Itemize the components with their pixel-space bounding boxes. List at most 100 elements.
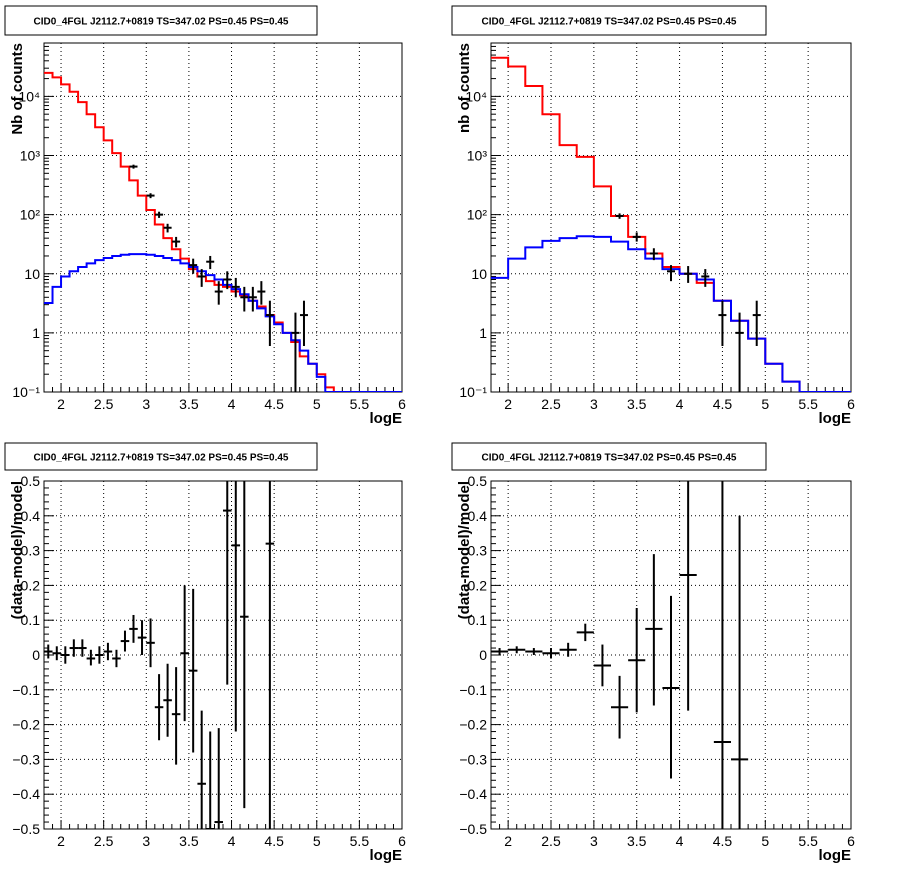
x-axis-label: logE xyxy=(819,847,852,864)
x-tick-label: 2 xyxy=(57,396,65,412)
y-tick-label: 0.5 xyxy=(21,473,41,489)
plot-frame xyxy=(43,42,403,393)
y-tick-label: 0.5 xyxy=(468,473,488,489)
x-tick-label: 3.5 xyxy=(627,833,647,849)
y-tick-label: 10⁴ xyxy=(18,88,40,104)
data-layer xyxy=(491,481,749,829)
x-tick-label: 5 xyxy=(313,833,321,849)
y-tick-label: 10 xyxy=(471,266,487,282)
x-tick-label: 4 xyxy=(228,396,236,412)
x-tick-label: 6 xyxy=(847,833,855,849)
y-axis-label: Nb of counts xyxy=(9,43,26,135)
chart-title: CID0_4FGL J2112.7+0819 TS=347.02 PS=0.45… xyxy=(33,453,288,464)
x-tick-label: 3 xyxy=(142,833,150,849)
x-tick-label: 2.5 xyxy=(94,396,114,412)
y-tick-label: 0.4 xyxy=(468,508,488,524)
y-tick-label: 0.3 xyxy=(468,543,488,559)
y-tick-label: −0.3 xyxy=(12,751,40,767)
x-tick-label: 2 xyxy=(504,396,512,412)
y-tick-label: 10³ xyxy=(467,148,488,164)
y-axis-label: (data-model)/model xyxy=(9,481,26,619)
x-tick-label: 3 xyxy=(142,396,150,412)
data-layer xyxy=(44,71,402,392)
x-tick-label: 5.5 xyxy=(798,396,818,412)
grid-lines xyxy=(491,43,851,392)
x-tick-label: 2.5 xyxy=(541,833,561,849)
x-tick-label: 4.5 xyxy=(264,833,284,849)
x-tick-label: 3.5 xyxy=(627,396,647,412)
y-tick-label: 0.3 xyxy=(21,543,41,559)
chart-title: CID0_4FGL J2112.7+0819 TS=347.02 PS=0.45… xyxy=(481,453,736,464)
x-tick-label: 3.5 xyxy=(179,396,199,412)
x-tick-label: 5.5 xyxy=(350,396,370,412)
y-tick-label: 0.2 xyxy=(468,577,488,593)
y-axis-label: nb of counts xyxy=(456,43,473,133)
x-tick-label: 2.5 xyxy=(94,833,114,849)
x-tick-label: 4 xyxy=(676,833,684,849)
x-tick-label: 3 xyxy=(590,396,598,412)
x-tick-label: 3 xyxy=(590,833,598,849)
y-tick-label: 0.1 xyxy=(468,612,488,628)
title-box xyxy=(451,442,767,471)
x-tick-label: 5 xyxy=(761,396,769,412)
y-tick-label: 1 xyxy=(479,325,487,341)
x-axis-label: logE xyxy=(819,410,852,427)
y-tick-label: 10 xyxy=(24,266,40,282)
y-tick-label: 10⁻¹ xyxy=(12,384,40,400)
y-tick-label: 0 xyxy=(32,647,40,663)
y-tick-label: −0.5 xyxy=(12,821,40,837)
chart-panel-4: 2 2.5 3 3.5 4 4.5 5 5.5 6 −0.5 −0.4 −0.3 −0.2 −0.1 0 0.… xyxy=(451,442,855,864)
x-tick-label: 2.5 xyxy=(541,396,561,412)
x-axis-label: logE xyxy=(370,847,403,864)
y-tick-label: −0.1 xyxy=(459,682,487,698)
source-model-line xyxy=(44,253,402,392)
y-tick-label: 10² xyxy=(20,207,41,223)
plot-frame xyxy=(490,42,852,393)
y-tick-label: 10⁻¹ xyxy=(459,384,487,400)
y-tick-label: 0.4 xyxy=(21,508,41,524)
title-box xyxy=(4,5,318,36)
y-tick-label: −0.2 xyxy=(459,717,487,733)
chart-title: CID0_4FGL J2112.7+0819 TS=347.02 PS=0.45… xyxy=(33,17,288,28)
x-tick-label: 5 xyxy=(761,833,769,849)
total-model-line xyxy=(491,56,851,392)
title-box xyxy=(4,442,318,471)
chart-panel-2: 2 2.5 3 3.5 4 4.5 5 5.5 6 10⁻¹ 1 10 10² 10³ 10⁴ logE nb … xyxy=(451,5,855,427)
title-box xyxy=(451,5,767,36)
grid-lines xyxy=(44,43,402,392)
source-model-line xyxy=(491,235,851,392)
x-tick-label: 4.5 xyxy=(713,833,733,849)
y-tick-label: −0.4 xyxy=(459,786,487,802)
x-tick-label: 4.5 xyxy=(713,396,733,412)
y-tick-label: −0.3 xyxy=(459,751,487,767)
data-layer xyxy=(44,481,275,829)
chart-panel-1: 2 2.5 3 3.5 4 4.5 5 5.5 6 10⁻¹ 1 10 10² 10³ 10⁴ logE Nb … xyxy=(4,5,406,427)
y-tick-label: 0 xyxy=(479,647,487,663)
y-tick-label: 0.1 xyxy=(21,612,41,628)
x-tick-label: 4 xyxy=(676,396,684,412)
chart-title: CID0_4FGL J2112.7+0819 TS=347.02 PS=0.45… xyxy=(481,17,736,28)
y-axis-label: (data-model)/model xyxy=(456,481,473,619)
x-tick-label: 5.5 xyxy=(350,833,370,849)
y-tick-label: 10⁴ xyxy=(465,88,487,104)
y-tick-label: −0.4 xyxy=(12,786,40,802)
chart-panel-3: 2 2.5 3 3.5 4 4.5 5 5.5 6 −0.5 −0.4 −0.3 −0.2 −0.1 0 0.… xyxy=(4,442,406,864)
y-tick-label: −0.5 xyxy=(459,821,487,837)
y-tick-label: 1 xyxy=(32,325,40,341)
x-tick-label: 4.5 xyxy=(264,396,284,412)
x-tick-label: 4 xyxy=(228,833,236,849)
x-tick-label: 2 xyxy=(57,833,65,849)
x-tick-label: 5.5 xyxy=(798,833,818,849)
data-layer xyxy=(491,56,851,392)
y-tick-label: −0.1 xyxy=(12,682,40,698)
total-model-line xyxy=(44,71,402,392)
x-tick-label: 3.5 xyxy=(179,833,199,849)
y-tick-label: 0.2 xyxy=(21,577,41,593)
x-tick-label: 2 xyxy=(504,833,512,849)
x-tick-label: 6 xyxy=(398,833,406,849)
x-tick-label: 6 xyxy=(847,396,855,412)
x-tick-label: 5 xyxy=(313,396,321,412)
x-axis-label: logE xyxy=(370,410,403,427)
